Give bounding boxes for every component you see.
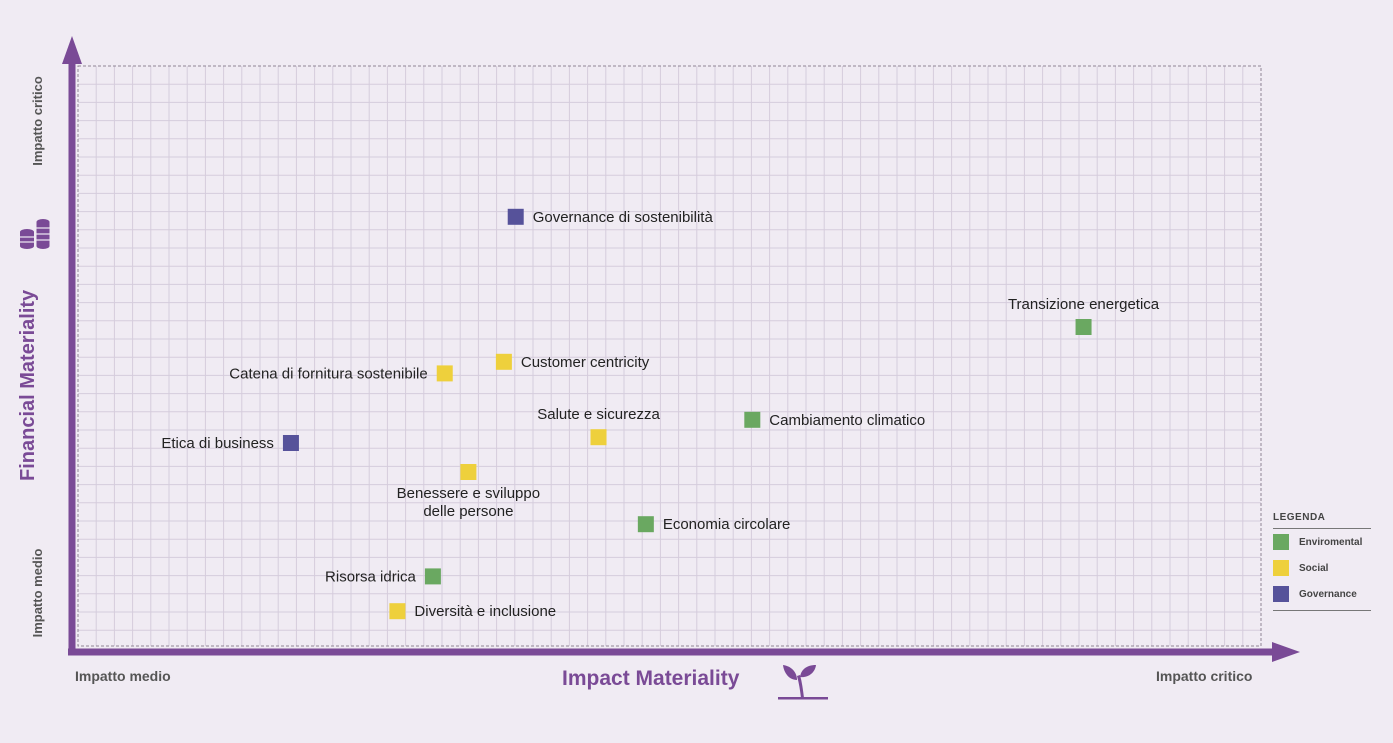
data-point-marker [507,208,524,225]
data-point: Economia circolare [637,516,791,533]
data-point-marker [424,568,441,585]
data-point: Risorsa idrica [325,568,441,585]
data-point-marker [389,603,406,620]
legend: LEGENDA Enviromental Social Governance [1273,512,1371,611]
data-point-label: Salute e sicurezza [537,406,660,423]
data-point-marker [282,435,299,451]
legend-item-environmental: Enviromental [1273,529,1371,555]
x-axis-end-low: Impatto medio [75,668,171,684]
data-point: Transizione energetica [1008,296,1160,335]
legend-item-social: Social [1273,555,1371,581]
plot-frame [77,65,1262,647]
legend-item-governance: Governance [1273,581,1371,607]
y-axis-end-low: Impatto medio [30,548,45,638]
legend-label-governance: Governance [1299,588,1357,600]
data-point: Salute e sicurezza [537,406,660,446]
x-axis-end-high: Impatto critico [1156,668,1253,684]
data-point: Cambiamento climatico [744,411,925,429]
x-axis-title: Impact Materiality [562,667,740,690]
data-point-label: Customer centricity [521,354,650,371]
legend-divider [1273,610,1371,611]
data-point-marker [590,429,607,446]
y-axis-title: Financial Materiality [17,289,39,481]
data-point-label: Etica di business [161,435,274,452]
data-point-label: Catena di fornitura sostenibile [229,365,427,382]
data-point-label: Transizione energetica [1008,296,1160,313]
legend-swatch-social [1273,560,1289,576]
data-point: Governance di sostenibilità [507,208,714,226]
y-axis-arrow [62,36,82,64]
data-point-marker [460,464,477,480]
legend-title: LEGENDA [1273,512,1371,529]
legend-label-environmental: Enviromental [1299,536,1363,548]
legend-swatch-environmental [1273,534,1289,550]
data-point-label: Risorsa idrica [325,568,417,585]
data-point-label: Governance di sostenibilità [533,209,714,226]
legend-swatch-governance [1273,586,1289,602]
data-point-label: Benessere e sviluppo delle persone [397,485,540,520]
points-layer: Governance di sostenibilità Transizione e… [161,208,1160,620]
data-point-marker [436,365,453,382]
data-point-label: Economia circolare [663,516,791,533]
data-point: Benessere e sviluppo delle persone [397,464,540,520]
data-point: Catena di fornitura sostenibile [229,365,453,382]
data-point-marker [637,516,654,533]
data-point: Customer centricity [495,353,650,371]
data-point: Etica di business [161,435,299,452]
coins-icon [20,219,50,249]
data-point-label: Diversità e inclusione [414,603,556,620]
data-point-label: Cambiamento climatico [769,412,925,429]
data-point: Diversità e inclusione [389,603,556,620]
data-point-marker [1075,319,1092,335]
y-axis-end-high: Impatto critico [30,76,45,166]
x-axis-arrow [1272,642,1300,662]
legend-label-social: Social [1299,562,1329,574]
data-point-marker [495,353,512,370]
grid [78,66,1261,646]
data-point-marker [744,411,761,428]
sprout-icon [778,665,828,700]
